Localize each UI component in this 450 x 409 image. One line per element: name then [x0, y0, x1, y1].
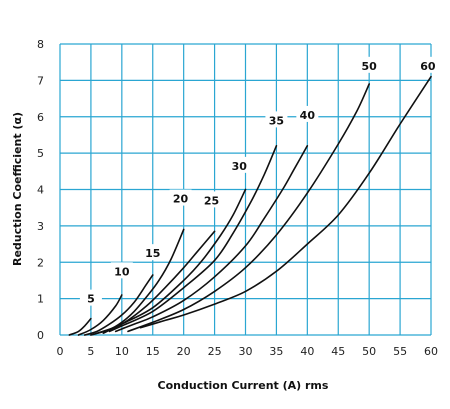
curve-10 — [77, 294, 123, 336]
curve-label-25: 25 — [204, 194, 219, 207]
y-tick-label: 0 — [37, 329, 44, 342]
y-tick-label: 3 — [37, 220, 44, 233]
curve-label-bg-20 — [169, 189, 192, 206]
x-tick-label: 55 — [393, 345, 407, 358]
curve-label-bg-25 — [200, 191, 223, 208]
curve-label-10: 10 — [114, 265, 130, 278]
curves — [68, 75, 432, 336]
x-tick-label: 15 — [146, 345, 160, 358]
x-tick-label: 5 — [87, 345, 94, 358]
curve-5 — [68, 317, 92, 336]
curve-60 — [139, 75, 432, 329]
curve-labels: 5 10 15 20 25 30 35 40 50 60 — [79, 56, 439, 306]
curve-label-15: 15 — [145, 247, 160, 260]
curve-label-40: 40 — [300, 109, 316, 122]
curve-label-5: 5 — [87, 293, 95, 306]
curve-label-bg-50 — [358, 56, 381, 73]
y-tick-label: 1 — [37, 293, 44, 306]
x-tick-label: 45 — [331, 345, 345, 358]
curve-label-bg-5 — [79, 289, 102, 306]
y-tick-label: 7 — [37, 74, 44, 87]
curve-label-bg-15 — [141, 244, 164, 261]
curve-label-20: 20 — [173, 193, 189, 206]
y-tick-label: 5 — [37, 147, 44, 160]
curve-30 — [102, 188, 247, 334]
curve-label-30: 30 — [232, 160, 248, 173]
curve-label-bg-30 — [228, 156, 251, 173]
curve-50 — [127, 83, 370, 333]
curve-label-50: 50 — [362, 60, 378, 73]
curve-label-bg-10 — [110, 262, 133, 279]
curve-label-bg-35 — [265, 111, 288, 128]
curve-40 — [114, 145, 309, 333]
curve-label-60: 60 — [420, 60, 436, 73]
y-tick-label: 6 — [37, 111, 44, 124]
x-tick-label: 40 — [300, 345, 314, 358]
x-tick-label: 25 — [208, 345, 222, 358]
x-tick-label: 50 — [362, 345, 376, 358]
x-axis-label: Conduction Current (A) rms — [158, 379, 329, 392]
y-axis-label: Reduction Coefficient (α) — [11, 112, 24, 266]
x-tick-label: 10 — [115, 345, 129, 358]
curve-35 — [108, 145, 278, 333]
x-tick-label: 20 — [177, 345, 191, 358]
x-tick-label: 30 — [239, 345, 253, 358]
curve-label-bg-60 — [416, 56, 439, 73]
x-tick-label: 0 — [57, 345, 64, 358]
y-tick-label: 8 — [37, 38, 44, 51]
y-tick-label: 2 — [37, 256, 44, 269]
curve-label-35: 35 — [269, 114, 284, 127]
curve-label-bg-40 — [296, 105, 319, 122]
x-tick-label: 60 — [424, 345, 438, 358]
curve-15 — [83, 274, 154, 336]
y-tick-label: 4 — [37, 184, 44, 197]
x-tick-label: 35 — [269, 345, 283, 358]
